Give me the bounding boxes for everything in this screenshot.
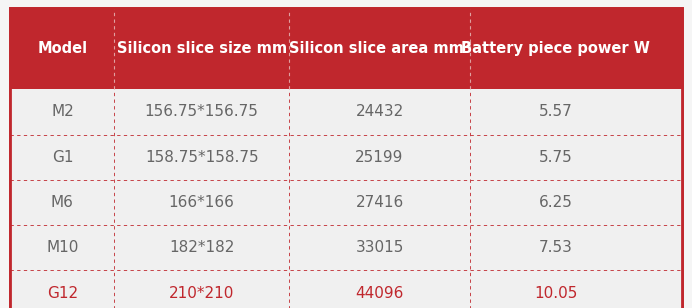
Text: 24432: 24432: [356, 104, 403, 120]
Text: Battery piece power W: Battery piece power W: [462, 41, 650, 56]
Bar: [10, 8, 682, 89]
Text: Silicon slice size mm: Silicon slice size mm: [117, 41, 286, 56]
Text: 6.25: 6.25: [539, 195, 573, 210]
Text: G12: G12: [47, 286, 78, 301]
Bar: [10, 180, 682, 225]
Bar: [10, 270, 682, 308]
Text: 7.53: 7.53: [539, 240, 573, 255]
Bar: [10, 225, 682, 270]
Bar: [10, 89, 682, 135]
Text: Model: Model: [37, 41, 87, 56]
Text: 210*210: 210*210: [169, 286, 235, 301]
Text: 44096: 44096: [356, 286, 403, 301]
Text: G1: G1: [52, 150, 73, 165]
Text: 27416: 27416: [356, 195, 403, 210]
Text: M2: M2: [51, 104, 74, 120]
Text: 25199: 25199: [356, 150, 403, 165]
Text: Silicon slice area mm²: Silicon slice area mm²: [289, 41, 470, 56]
Text: 158.75*158.75: 158.75*158.75: [145, 150, 259, 165]
Text: M6: M6: [51, 195, 74, 210]
Text: 33015: 33015: [356, 240, 403, 255]
Text: 166*166: 166*166: [169, 195, 235, 210]
Bar: [10, 135, 682, 180]
Text: 10.05: 10.05: [534, 286, 577, 301]
Text: 5.57: 5.57: [539, 104, 573, 120]
Text: 5.75: 5.75: [539, 150, 573, 165]
Text: M10: M10: [46, 240, 79, 255]
Text: 156.75*156.75: 156.75*156.75: [145, 104, 259, 120]
Text: 182*182: 182*182: [169, 240, 235, 255]
